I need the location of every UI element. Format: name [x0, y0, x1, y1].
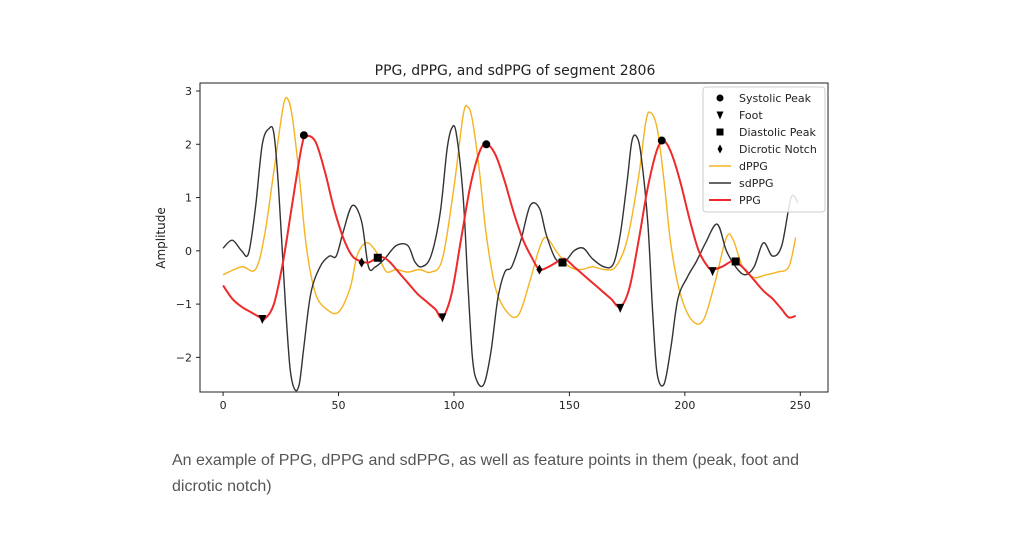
legend-foot-label: Foot [739, 109, 763, 122]
legend-systolic-peak-label: Systolic Peak [739, 92, 812, 105]
y-tick-label: 3 [185, 85, 192, 98]
chart-title: PPG, dPPG, and sdPPG of segment 2806 [375, 63, 656, 79]
dicrotic-notch-marker [358, 257, 365, 268]
y-tick-label: 2 [185, 138, 192, 151]
diastolic-peak-marker [373, 253, 382, 262]
foot-marker [438, 313, 447, 323]
legend-dicrotic-notch-label: Dicrotic Notch [739, 143, 817, 156]
systolic-peak-marker [482, 140, 491, 149]
series-ppg-line [222, 134, 797, 321]
legend-diastolic-peak-swatch [716, 128, 724, 136]
y-tick-label: −1 [176, 298, 192, 311]
x-tick-label: 200 [674, 399, 695, 412]
diastolic-peak-marker [558, 258, 567, 267]
x-tick-label: 150 [559, 399, 580, 412]
systolic-peak-marker [299, 131, 308, 140]
legend-dicrotic-notch-swatch [717, 144, 723, 154]
figure-caption: An example of PPG, dPPG and sdPPG, as we… [172, 452, 800, 495]
legend-ppg-label: PPG [739, 194, 761, 207]
foot-marker [708, 267, 717, 277]
legend-box [702, 86, 826, 213]
series-dppg-line [222, 96, 797, 325]
axes-frame [199, 82, 829, 393]
y-tick-label: 0 [185, 245, 192, 258]
foot-marker [258, 315, 267, 325]
x-tick-label: 250 [790, 399, 811, 412]
y-tick-label: −2 [176, 351, 192, 364]
legend-dppg-label: dPPG [739, 160, 768, 173]
systolic-peak-marker [657, 136, 666, 145]
diastolic-peak-marker [731, 257, 740, 266]
legend-diastolic-peak-label: Diastolic Peak [739, 126, 816, 139]
legend-sdppg-label: sdPPG [739, 177, 774, 190]
legend-systolic-peak-swatch [716, 94, 724, 102]
y-axis-label: Amplitude [154, 207, 168, 269]
x-tick-label: 0 [220, 399, 227, 412]
x-tick-label: 50 [332, 399, 346, 412]
legend: Systolic Peak Foot Diastolic Peak Dicrotic … [702, 86, 826, 213]
plot-area: 0 50 100 150 200 250 −2 −1 0 1 2 3 [176, 82, 829, 412]
x-tick-label: 100 [443, 399, 464, 412]
foot-marker [616, 303, 625, 313]
chart: PPG, dPPG, and sdPPG of segment 2806 Amp… [154, 63, 829, 412]
y-tick-label: 1 [185, 192, 192, 205]
dicrotic-notch-marker [536, 264, 543, 275]
legend-foot-swatch [716, 111, 724, 120]
series-sdppg-line [222, 124, 799, 392]
